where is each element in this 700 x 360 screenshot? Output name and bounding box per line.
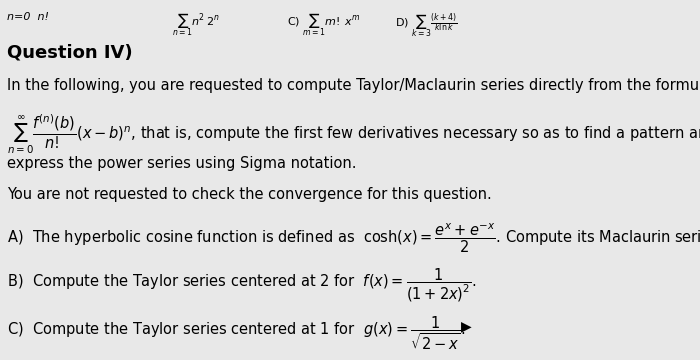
Text: B)  Compute the Taylor series centered at 2 for  $f(x) = \dfrac{1}{(1+2x)^2}$.: B) Compute the Taylor series centered at… <box>6 267 476 305</box>
Text: $\sum_{n=0}^{\infty} \dfrac{f^{(n)}(b)}{n!}(x-b)^n$, that is, compute the first : $\sum_{n=0}^{\infty} \dfrac{f^{(n)}(b)}{… <box>6 113 700 156</box>
Text: You are not requested to check the convergence for this question.: You are not requested to check the conve… <box>6 187 491 202</box>
Text: $\blacktriangleright$: $\blacktriangleright$ <box>458 320 473 335</box>
Text: A)  The hyperbolic cosine function is defined as  $\cosh(x) = \dfrac{e^x + e^{-x: A) The hyperbolic cosine function is def… <box>6 222 700 255</box>
Text: Question IV): Question IV) <box>6 43 132 61</box>
Text: $\sum_{n=1} n^2\, 2^n$: $\sum_{n=1} n^2\, 2^n$ <box>172 12 220 39</box>
Text: C)  Compute the Taylor series centered at 1 for  $g(x) = \dfrac{1}{\sqrt{2-x}}$.: C) Compute the Taylor series centered at… <box>6 314 466 352</box>
Text: C) $\sum_{m=1} m!\, x^m$: C) $\sum_{m=1} m!\, x^m$ <box>286 12 360 39</box>
Text: D) $\sum_{k=3} \frac{(k+4)}{k\ln k}$: D) $\sum_{k=3} \frac{(k+4)}{k\ln k}$ <box>395 12 458 41</box>
Text: express the power series using Sigma notation.: express the power series using Sigma not… <box>6 156 356 171</box>
Text: n=0  n!: n=0 n! <box>6 12 48 22</box>
Text: In the following, you are requested to compute Taylor/Maclaurin series directly : In the following, you are requested to c… <box>6 78 700 93</box>
